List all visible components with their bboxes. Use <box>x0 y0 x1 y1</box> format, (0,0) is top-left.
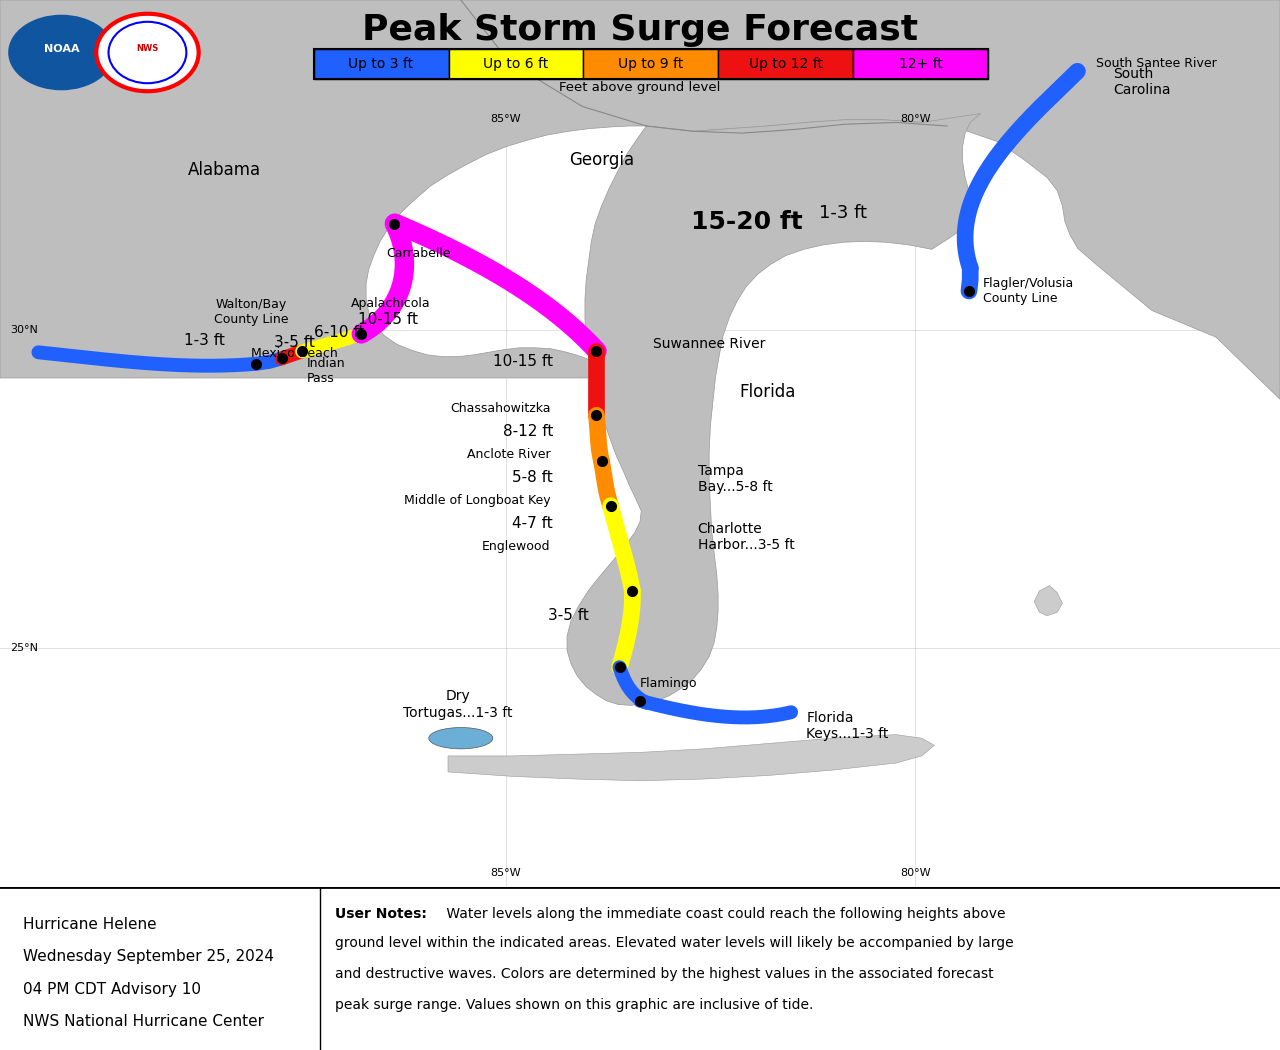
Text: 3-5 ft: 3-5 ft <box>548 608 589 624</box>
Text: NWS National Hurricane Center: NWS National Hurricane Center <box>23 1014 264 1029</box>
Text: Wednesday September 25, 2024: Wednesday September 25, 2024 <box>23 949 274 964</box>
Text: 25°N: 25°N <box>10 643 38 653</box>
Text: peak surge range. Values shown on this graphic are inclusive of tide.: peak surge range. Values shown on this g… <box>335 998 814 1012</box>
Text: Up to 12 ft: Up to 12 ft <box>749 57 823 70</box>
Text: 1-3 ft: 1-3 ft <box>184 333 225 349</box>
Text: Feet above ground level: Feet above ground level <box>559 81 721 94</box>
Text: Florida: Florida <box>740 383 796 401</box>
Text: Carrabelle: Carrabelle <box>387 247 451 260</box>
Text: Englewood: Englewood <box>481 540 550 553</box>
Text: Mexico Beach: Mexico Beach <box>251 346 338 360</box>
Text: Water levels along the immediate coast could reach the following heights above: Water levels along the immediate coast c… <box>442 907 1005 921</box>
Text: Chassahowitzka: Chassahowitzka <box>449 402 550 415</box>
Text: 15-20 ft: 15-20 ft <box>691 210 803 234</box>
Text: Georgia: Georgia <box>570 151 634 169</box>
Text: Suwannee River: Suwannee River <box>653 337 765 352</box>
Text: Indian
Pass: Indian Pass <box>307 357 346 385</box>
Bar <box>314 48 448 79</box>
Ellipse shape <box>429 728 493 749</box>
Bar <box>854 48 988 79</box>
Text: 85°W: 85°W <box>490 868 521 879</box>
Text: Hurricane Helene: Hurricane Helene <box>23 917 156 931</box>
Text: Florida
Keys...1-3 ft: Florida Keys...1-3 ft <box>806 711 888 741</box>
Polygon shape <box>1034 586 1062 615</box>
Text: 80°W: 80°W <box>900 113 931 124</box>
Text: Up to 9 ft: Up to 9 ft <box>618 57 684 70</box>
Text: 85°W: 85°W <box>490 113 521 124</box>
Text: Flamingo: Flamingo <box>640 676 698 690</box>
Bar <box>718 48 854 79</box>
Bar <box>448 48 584 79</box>
Text: NOAA: NOAA <box>44 44 79 54</box>
Text: Apalachicola: Apalachicola <box>351 297 430 310</box>
Text: and destructive waves. Colors are determined by the highest values in the associ: and destructive waves. Colors are determ… <box>335 967 995 981</box>
Text: 12+ ft: 12+ ft <box>899 57 942 70</box>
Text: Dry
Tortugas...1-3 ft: Dry Tortugas...1-3 ft <box>403 690 513 719</box>
Ellipse shape <box>8 15 115 90</box>
Text: Tampa
Bay...5-8 ft: Tampa Bay...5-8 ft <box>698 464 772 495</box>
Text: 30°N: 30°N <box>10 326 38 335</box>
Polygon shape <box>448 735 934 781</box>
Text: 10-15 ft: 10-15 ft <box>358 312 419 327</box>
Text: Peak Storm Surge Forecast: Peak Storm Surge Forecast <box>362 13 918 47</box>
Text: User Notes:: User Notes: <box>335 907 428 921</box>
Text: Walton/Bay
County Line: Walton/Bay County Line <box>214 298 288 327</box>
Text: 5-8 ft: 5-8 ft <box>512 469 553 485</box>
Text: Flagler/Volusia
County Line: Flagler/Volusia County Line <box>983 277 1074 304</box>
Text: 4-7 ft: 4-7 ft <box>512 516 553 531</box>
Text: South Santee River: South Santee River <box>1096 58 1216 70</box>
Text: Middle of Longboat Key: Middle of Longboat Key <box>403 494 550 507</box>
Ellipse shape <box>96 14 198 91</box>
Text: Alabama: Alabama <box>187 162 261 180</box>
Text: 10-15 ft: 10-15 ft <box>493 355 553 370</box>
Text: NWS: NWS <box>137 44 159 54</box>
Text: 6-10 ft: 6-10 ft <box>314 326 364 340</box>
Bar <box>584 48 718 79</box>
Text: Up to 6 ft: Up to 6 ft <box>484 57 549 70</box>
Text: ground level within the indicated areas. Elevated water levels will likely be ac: ground level within the indicated areas.… <box>335 937 1014 950</box>
Text: Up to 3 ft: Up to 3 ft <box>348 57 413 70</box>
Text: 1-3 ft: 1-3 ft <box>819 204 868 222</box>
Text: 8-12 ft: 8-12 ft <box>503 424 553 439</box>
Text: 3-5 ft: 3-5 ft <box>274 335 315 350</box>
Text: Charlotte
Harbor...3-5 ft: Charlotte Harbor...3-5 ft <box>698 522 795 552</box>
Text: South
Carolina: South Carolina <box>1114 66 1171 97</box>
Text: 80°W: 80°W <box>900 868 931 879</box>
Text: 04 PM CDT Advisory 10: 04 PM CDT Advisory 10 <box>23 982 201 996</box>
Polygon shape <box>567 113 980 706</box>
Bar <box>314 48 988 79</box>
Text: Anclote River: Anclote River <box>467 447 550 461</box>
Polygon shape <box>0 0 1280 399</box>
